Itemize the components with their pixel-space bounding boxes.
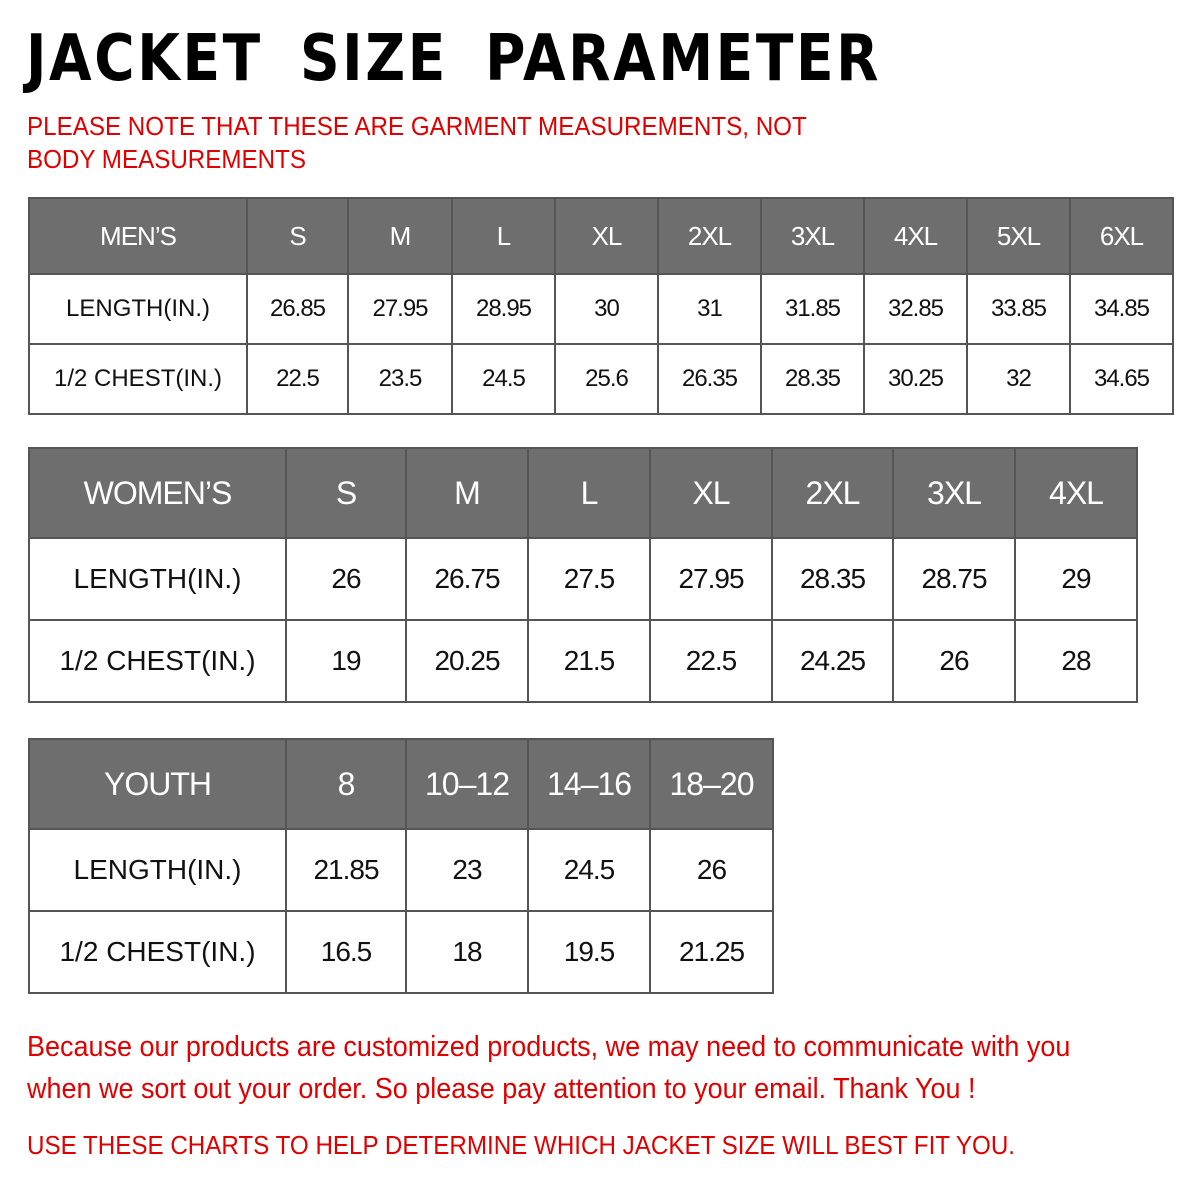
measurement-cell: 26 xyxy=(649,828,774,912)
measurement-note: PLEASE NOTE THAT THESE ARE GARMENT MEASU… xyxy=(27,111,807,174)
measurement-cell: 26.85 xyxy=(246,273,349,345)
size-header: 2XL xyxy=(657,197,762,275)
row-label: 1/2 CHEST(IN.) xyxy=(28,619,287,703)
size-header: 14–16 xyxy=(527,738,651,830)
measurement-cell: 28 xyxy=(1014,619,1138,703)
size-header: M xyxy=(347,197,453,275)
size-header: L xyxy=(527,447,651,539)
mens-size-table: MEN’S S M L XL 2XL 3XL 4XL 5XL 6XL LENGTH(IN.) 26.8… xyxy=(28,197,1174,415)
size-advice: USE THESE CHARTS TO HELP DETERMINE WHICH… xyxy=(27,1130,1016,1160)
womens-size-table: WOMEN’S S M L XL 2XL 3XL 4XL LENGTH(IN.) 26 26.75 2… xyxy=(28,447,1138,703)
measurement-cell: 27.95 xyxy=(649,537,773,621)
measurement-cell: 26.75 xyxy=(405,537,529,621)
table-row: 1/2 CHEST(IN.) 19 20.25 21.5 22.5 24.25 26 28 xyxy=(28,619,1138,703)
row-label: LENGTH(IN.) xyxy=(28,273,248,345)
measurement-cell: 21.5 xyxy=(527,619,651,703)
measurement-cell: 16.5 xyxy=(285,910,407,994)
size-header: S xyxy=(246,197,349,275)
measurement-cell: 31.85 xyxy=(760,273,865,345)
measurement-cell: 22.5 xyxy=(649,619,773,703)
measurement-cell: 24.5 xyxy=(451,343,556,415)
row-label: 1/2 CHEST(IN.) xyxy=(28,910,287,994)
measurement-cell: 23 xyxy=(405,828,529,912)
header-row: YOUTH 8 10–12 14–16 18–20 xyxy=(28,738,774,830)
measurement-cell: 32 xyxy=(966,343,1071,415)
measurement-cell: 27.5 xyxy=(527,537,651,621)
measurement-cell: 27.95 xyxy=(347,273,453,345)
measurement-cell: 33.85 xyxy=(966,273,1071,345)
measurement-cell: 32.85 xyxy=(863,273,968,345)
measurement-cell: 29 xyxy=(1014,537,1138,621)
youth-size-table: YOUTH 8 10–12 14–16 18–20 LENGTH(IN.) 21.85 23 2… xyxy=(28,738,774,994)
size-header: 8 xyxy=(285,738,407,830)
measurement-cell: 28.35 xyxy=(760,343,865,415)
measurement-cell: 22.5 xyxy=(246,343,349,415)
measurement-cell: 28.35 xyxy=(771,537,894,621)
table-category-header: WOMEN’S xyxy=(28,447,287,539)
table-row: LENGTH(IN.) 21.85 23 24.5 26 xyxy=(28,828,774,912)
measurement-cell: 24.5 xyxy=(527,828,651,912)
measurement-cell: 30 xyxy=(554,273,659,345)
measurement-cell: 34.65 xyxy=(1069,343,1174,415)
size-header: 6XL xyxy=(1069,197,1174,275)
table-row: 1/2 CHEST(IN.) 22.5 23.5 24.5 25.6 26.35 28.35… xyxy=(28,343,1174,415)
size-header: 4XL xyxy=(863,197,968,275)
size-header: 18–20 xyxy=(649,738,774,830)
measurement-cell: 21.25 xyxy=(649,910,774,994)
measurement-cell: 34.85 xyxy=(1069,273,1174,345)
size-header: S xyxy=(285,447,407,539)
table-row: LENGTH(IN.) 26 26.75 27.5 27.95 28.35 28.75 29 xyxy=(28,537,1138,621)
measurement-cell: 26 xyxy=(285,537,407,621)
row-label: LENGTH(IN.) xyxy=(28,537,287,621)
size-header: XL xyxy=(554,197,659,275)
table-row: LENGTH(IN.) 26.85 27.95 28.95 30 31 31.85 32.85… xyxy=(28,273,1174,345)
size-header: 2XL xyxy=(771,447,894,539)
size-header: 5XL xyxy=(966,197,1071,275)
measurement-cell: 31 xyxy=(657,273,762,345)
measurement-cell: 28.95 xyxy=(451,273,556,345)
measurement-cell: 28.75 xyxy=(892,537,1016,621)
row-label: 1/2 CHEST(IN.) xyxy=(28,343,248,415)
measurement-cell: 21.85 xyxy=(285,828,407,912)
measurement-cell: 20.25 xyxy=(405,619,529,703)
size-header: L xyxy=(451,197,556,275)
size-header: 10–12 xyxy=(405,738,529,830)
customization-message: Because our products are customized prod… xyxy=(27,1031,1071,1105)
measurement-cell: 19 xyxy=(285,619,407,703)
measurement-cell: 19.5 xyxy=(527,910,651,994)
size-header: 4XL xyxy=(1014,447,1138,539)
size-header: M xyxy=(405,447,529,539)
size-header: XL xyxy=(649,447,773,539)
table-category-header: MEN’S xyxy=(28,197,248,275)
measurement-cell: 26.35 xyxy=(657,343,762,415)
header-row: WOMEN’S S M L XL 2XL 3XL 4XL xyxy=(28,447,1138,539)
measurement-cell: 26 xyxy=(892,619,1016,703)
row-label: LENGTH(IN.) xyxy=(28,828,287,912)
size-header: 3XL xyxy=(892,447,1016,539)
size-header: 3XL xyxy=(760,197,865,275)
measurement-cell: 24.25 xyxy=(771,619,894,703)
measurement-cell: 30.25 xyxy=(863,343,968,415)
measurement-cell: 25.6 xyxy=(554,343,659,415)
table-row: 1/2 CHEST(IN.) 16.5 18 19.5 21.25 xyxy=(28,910,774,994)
page-title: JACKET SIZE PARAMETER xyxy=(26,22,882,96)
header-row: MEN’S S M L XL 2XL 3XL 4XL 5XL 6XL xyxy=(28,197,1174,275)
measurement-cell: 18 xyxy=(405,910,529,994)
table-category-header: YOUTH xyxy=(28,738,287,830)
measurement-cell: 23.5 xyxy=(347,343,453,415)
